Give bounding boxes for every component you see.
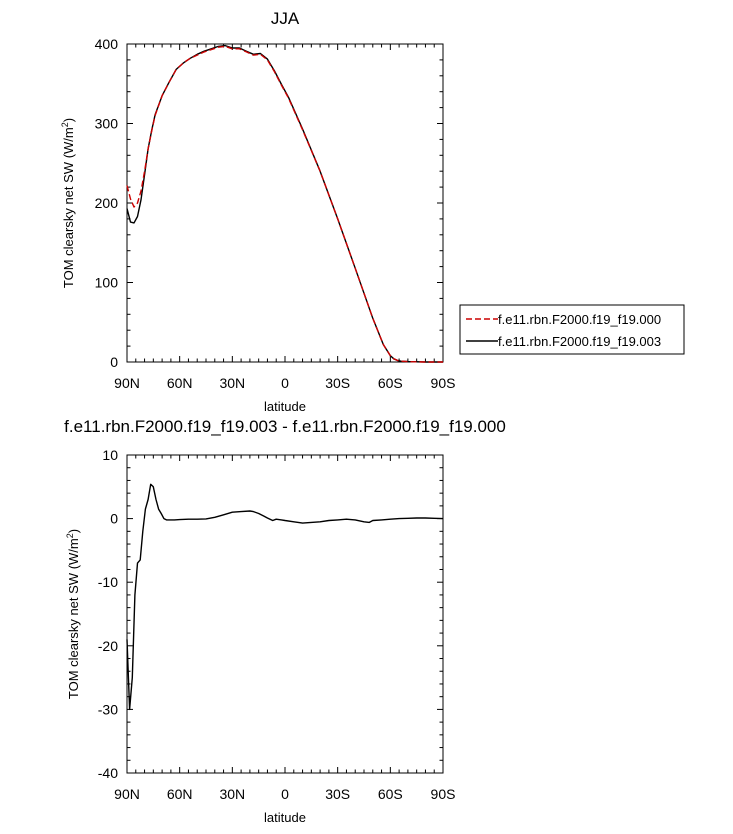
x-tick-labels: 90N 60N 30N 0 30S 60S 90S bbox=[114, 786, 455, 802]
y-tick-label: 10 bbox=[102, 447, 118, 463]
x-tick-label: 90N bbox=[114, 786, 140, 802]
x-tick-label: 60S bbox=[378, 786, 403, 802]
x-tick-label: 30S bbox=[325, 786, 350, 802]
x-tick-label: 0 bbox=[281, 375, 289, 391]
y-tick-label: 200 bbox=[95, 195, 119, 211]
chart-title: f.e11.rbn.F2000.f19_f19.003 - f.e11.rbn.… bbox=[64, 417, 506, 436]
y-tick-label: -20 bbox=[98, 638, 118, 654]
y-tick-labels: -40 -30 -20 -10 0 10 bbox=[98, 447, 118, 781]
panel-bottom: f.e11.rbn.F2000.f19_f19.003 - f.e11.rbn.… bbox=[64, 417, 506, 825]
y-tick-label: 400 bbox=[95, 36, 119, 52]
series-lines bbox=[126, 483, 444, 711]
x-tick-label: 90S bbox=[431, 786, 456, 802]
minor-ticks bbox=[126, 454, 444, 774]
x-tick-label: 30S bbox=[325, 375, 350, 391]
x-tick-label: 30N bbox=[219, 375, 245, 391]
series-line-1 bbox=[126, 483, 444, 711]
panel-top: JJA 90N 60N 30N 0 30S 60S 90S 0 100 200 300 400 la… bbox=[60, 9, 685, 414]
x-tick-label: 90S bbox=[431, 375, 456, 391]
x-axis-label: latitude bbox=[264, 399, 306, 414]
x-tick-label: 90N bbox=[114, 375, 140, 391]
y-tick-label: -10 bbox=[98, 574, 118, 590]
y-tick-labels: 0 100 200 300 400 bbox=[95, 36, 119, 370]
x-tick-label: 60N bbox=[167, 375, 193, 391]
chart-title: JJA bbox=[271, 9, 300, 28]
plot-frame bbox=[126, 454, 444, 774]
legend-entry-1: f.e11.rbn.F2000.f19_f19.000 bbox=[498, 312, 661, 327]
y-tick-label: 0 bbox=[110, 354, 118, 370]
x-axis-label: latitude bbox=[264, 810, 306, 825]
legend: f.e11.rbn.F2000.f19_f19.000 f.e11.rbn.F2… bbox=[459, 304, 685, 355]
y-tick-label: 100 bbox=[95, 275, 119, 291]
x-tick-labels: 90N 60N 30N 0 30S 60S 90S bbox=[114, 375, 455, 391]
y-axis-label: TOM clearsky net SW (W/m2) bbox=[65, 529, 81, 699]
x-tick-label: 0 bbox=[281, 786, 289, 802]
legend-box bbox=[459, 304, 685, 355]
x-tick-label: 60S bbox=[378, 375, 403, 391]
y-tick-label: 300 bbox=[95, 116, 119, 132]
x-tick-label: 30N bbox=[219, 786, 245, 802]
series-line-1 bbox=[126, 45, 443, 363]
minor-ticks bbox=[126, 43, 444, 363]
x-tick-label: 60N bbox=[167, 786, 193, 802]
series-lines bbox=[126, 44, 443, 363]
y-axis-label: TOM clearsky net SW (W/m2) bbox=[60, 118, 76, 288]
legend-entry-2: f.e11.rbn.F2000.f19_f19.003 bbox=[498, 334, 661, 349]
y-tick-label: 0 bbox=[110, 511, 118, 527]
y-tick-label: -40 bbox=[98, 765, 118, 781]
y-tick-label: -30 bbox=[98, 701, 118, 717]
